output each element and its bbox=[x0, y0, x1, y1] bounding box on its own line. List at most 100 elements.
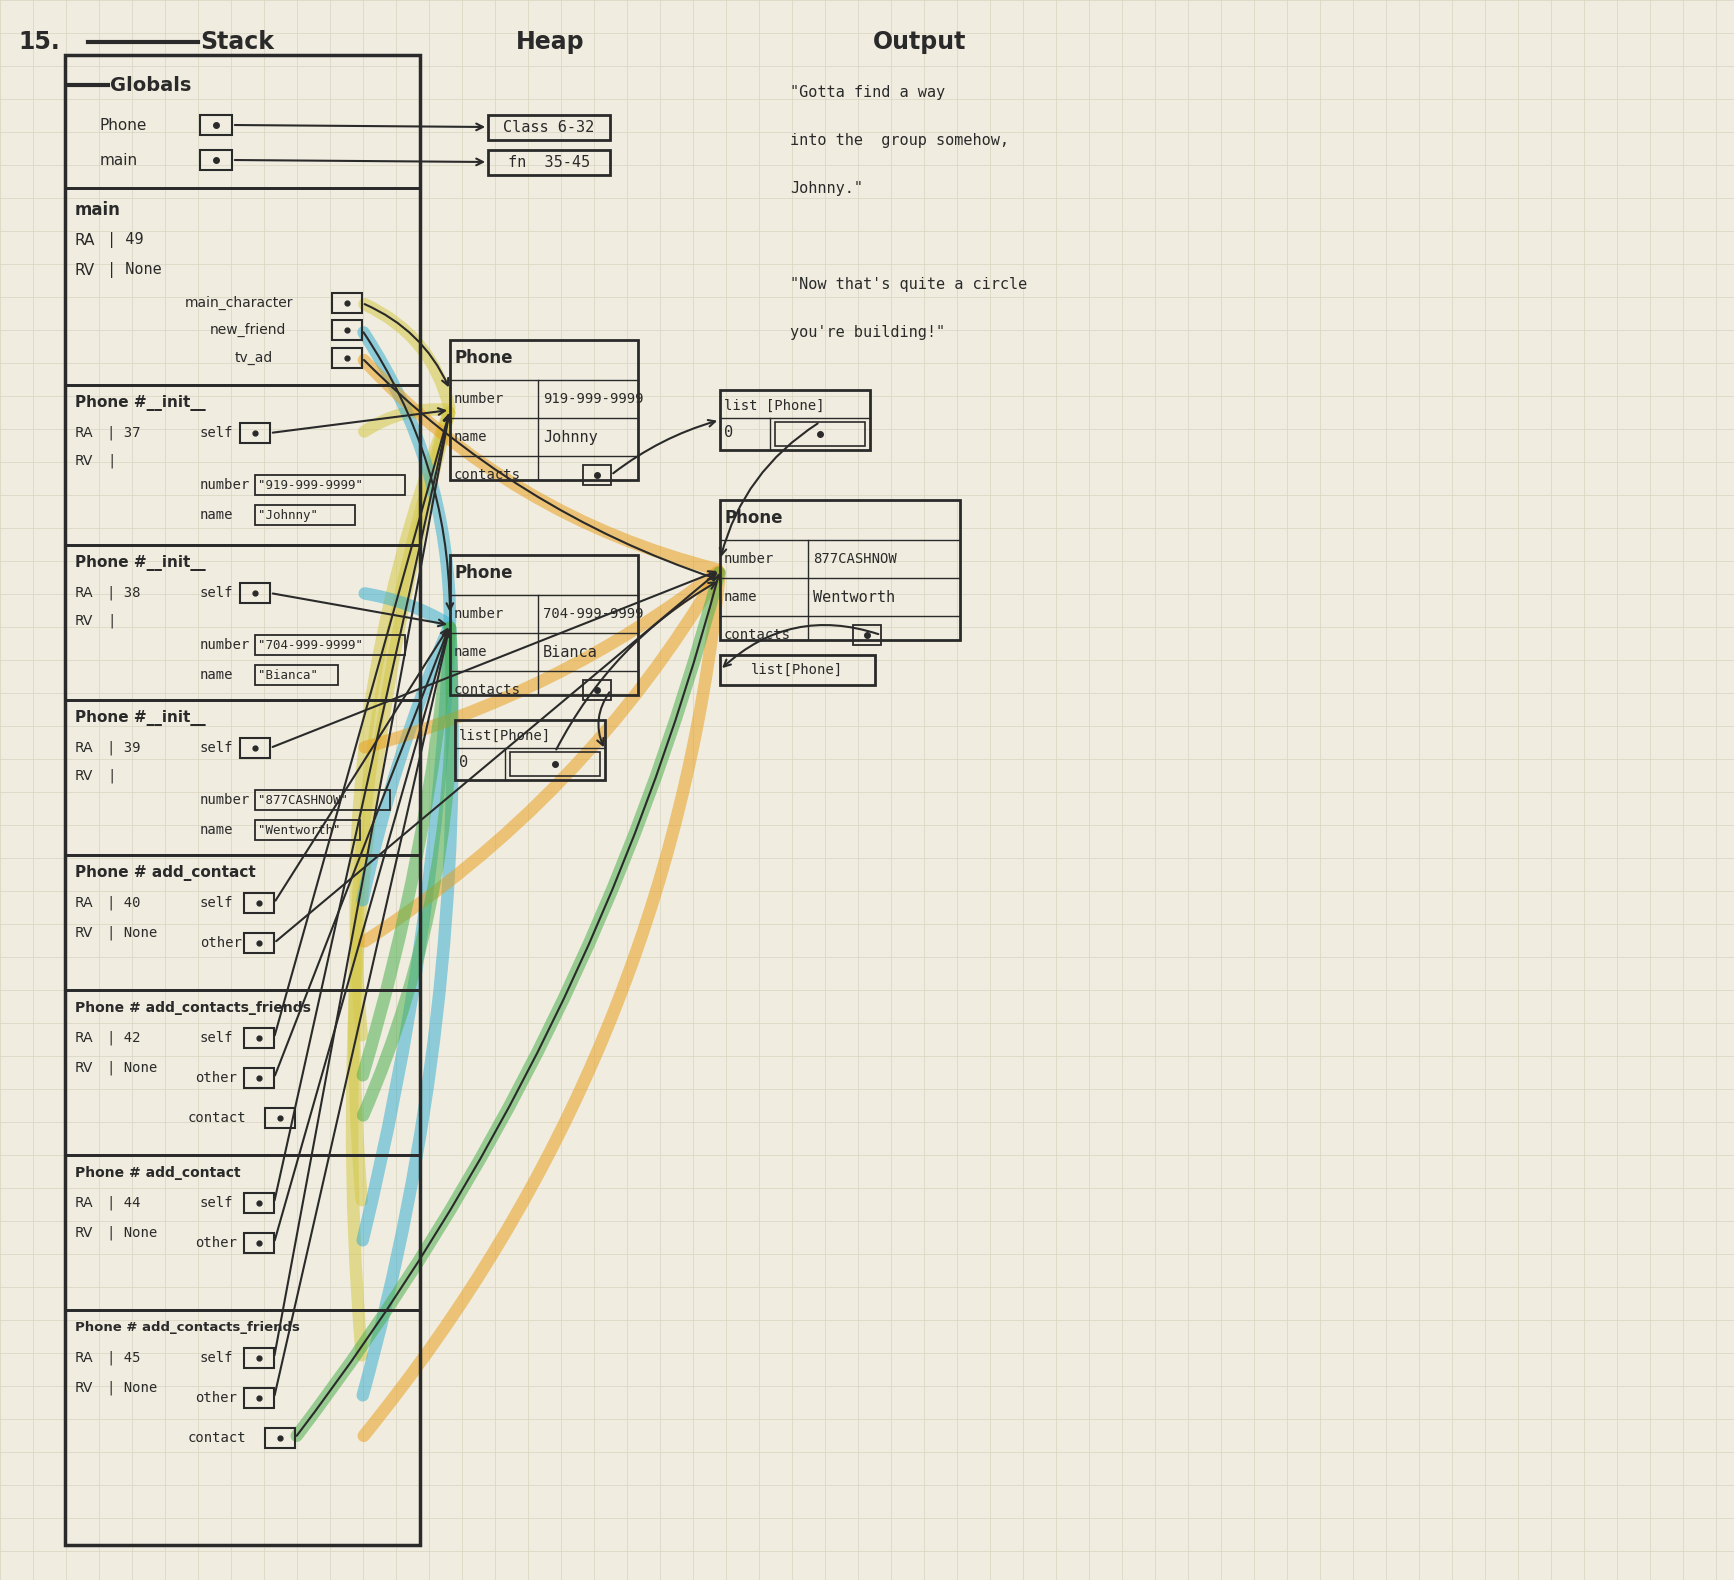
Text: | 42: | 42 bbox=[108, 1030, 140, 1046]
Text: |: | bbox=[108, 453, 116, 468]
Text: Phone #__init__: Phone #__init__ bbox=[75, 709, 206, 725]
Bar bbox=[64, 545, 420, 700]
Bar bbox=[64, 700, 420, 855]
Text: tv_ad: tv_ad bbox=[236, 351, 274, 365]
Text: other: other bbox=[194, 1236, 238, 1250]
FancyArrowPatch shape bbox=[276, 629, 447, 901]
Text: self: self bbox=[199, 427, 234, 439]
Text: 877CASHNOW: 877CASHNOW bbox=[813, 551, 896, 566]
FancyArrowPatch shape bbox=[723, 626, 879, 667]
FancyArrowPatch shape bbox=[364, 572, 718, 747]
FancyArrowPatch shape bbox=[362, 627, 449, 1240]
Bar bbox=[64, 386, 420, 545]
Text: | 45: | 45 bbox=[108, 1351, 140, 1365]
Text: Phone: Phone bbox=[101, 117, 147, 133]
Text: | 39: | 39 bbox=[108, 741, 140, 755]
Text: self: self bbox=[199, 1351, 234, 1365]
FancyArrowPatch shape bbox=[276, 574, 716, 942]
Text: fn  35-45: fn 35-45 bbox=[508, 155, 590, 169]
Text: list [Phone]: list [Phone] bbox=[725, 400, 824, 412]
FancyArrowPatch shape bbox=[274, 416, 451, 1201]
Text: | 38: | 38 bbox=[108, 586, 140, 600]
Text: Johnny.": Johnny." bbox=[791, 182, 864, 196]
Text: RV: RV bbox=[75, 453, 94, 468]
FancyArrowPatch shape bbox=[234, 123, 482, 130]
Bar bbox=[64, 1155, 420, 1310]
Text: contact: contact bbox=[187, 1431, 246, 1446]
Bar bbox=[265, 1428, 295, 1447]
FancyArrowPatch shape bbox=[364, 303, 447, 386]
Text: Output: Output bbox=[874, 30, 966, 54]
Bar bbox=[265, 1108, 295, 1128]
FancyArrowPatch shape bbox=[364, 574, 720, 1436]
Text: number: number bbox=[454, 607, 505, 621]
FancyArrowPatch shape bbox=[274, 630, 451, 1240]
FancyArrowPatch shape bbox=[274, 416, 451, 1356]
Text: RV: RV bbox=[75, 1226, 94, 1240]
Bar bbox=[331, 321, 362, 340]
Text: Bianca: Bianca bbox=[543, 645, 598, 659]
Bar bbox=[64, 991, 420, 1155]
Text: Phone: Phone bbox=[454, 349, 513, 367]
FancyArrowPatch shape bbox=[354, 412, 449, 1201]
Text: Phone # add_contacts_friends: Phone # add_contacts_friends bbox=[75, 1002, 310, 1014]
FancyArrowPatch shape bbox=[355, 412, 449, 1035]
Text: Heap: Heap bbox=[515, 30, 584, 54]
FancyArrowPatch shape bbox=[596, 692, 609, 746]
Text: RV: RV bbox=[75, 1062, 94, 1074]
Bar bbox=[454, 720, 605, 781]
Text: self: self bbox=[199, 1032, 234, 1044]
FancyArrowPatch shape bbox=[272, 594, 446, 626]
Bar bbox=[244, 1029, 274, 1048]
Text: other: other bbox=[199, 935, 241, 950]
Bar bbox=[244, 1068, 274, 1089]
Text: main_character: main_character bbox=[186, 295, 293, 310]
Text: RA: RA bbox=[75, 232, 95, 248]
Bar bbox=[583, 465, 610, 485]
Bar bbox=[239, 423, 271, 442]
Text: | 40: | 40 bbox=[108, 896, 140, 910]
Bar bbox=[64, 188, 420, 386]
Bar bbox=[244, 893, 274, 913]
FancyArrowPatch shape bbox=[362, 627, 453, 1395]
Text: number: number bbox=[199, 479, 250, 491]
Bar bbox=[64, 855, 420, 991]
Bar bbox=[64, 1310, 420, 1545]
Text: Wentworth: Wentworth bbox=[813, 589, 895, 605]
Text: self: self bbox=[199, 586, 234, 600]
Bar bbox=[255, 635, 406, 656]
Text: name: name bbox=[454, 430, 487, 444]
Text: list[Phone]: list[Phone] bbox=[751, 664, 843, 676]
Text: number: number bbox=[725, 551, 775, 566]
Text: Globals: Globals bbox=[109, 76, 191, 95]
Bar bbox=[255, 790, 390, 811]
Text: contacts: contacts bbox=[454, 468, 520, 482]
Bar bbox=[331, 348, 362, 368]
FancyArrowPatch shape bbox=[352, 412, 449, 1356]
Text: number: number bbox=[199, 638, 250, 653]
Text: | None: | None bbox=[108, 926, 158, 940]
Text: | 44: | 44 bbox=[108, 1196, 140, 1210]
Text: Phone # add_contacts_friends: Phone # add_contacts_friends bbox=[75, 1321, 300, 1335]
Text: 0: 0 bbox=[460, 755, 468, 769]
Text: Phone: Phone bbox=[725, 509, 784, 528]
Bar bbox=[244, 1387, 274, 1408]
Text: name: name bbox=[199, 668, 234, 683]
FancyArrowPatch shape bbox=[364, 360, 714, 580]
Text: | 49: | 49 bbox=[108, 232, 144, 248]
FancyArrowPatch shape bbox=[720, 423, 818, 555]
Text: RV: RV bbox=[75, 615, 94, 627]
FancyArrowPatch shape bbox=[364, 360, 718, 569]
FancyArrowPatch shape bbox=[364, 332, 451, 623]
Bar bbox=[239, 738, 271, 758]
Text: contacts: contacts bbox=[454, 683, 520, 697]
Bar bbox=[244, 1348, 274, 1368]
Text: RA: RA bbox=[75, 1032, 94, 1044]
Bar bbox=[451, 555, 638, 695]
Text: RV: RV bbox=[75, 926, 94, 940]
Text: "704-999-9999": "704-999-9999" bbox=[258, 638, 362, 651]
Text: self: self bbox=[199, 741, 234, 755]
FancyArrowPatch shape bbox=[274, 630, 451, 1395]
Bar bbox=[853, 626, 881, 645]
Text: |: | bbox=[108, 613, 116, 629]
